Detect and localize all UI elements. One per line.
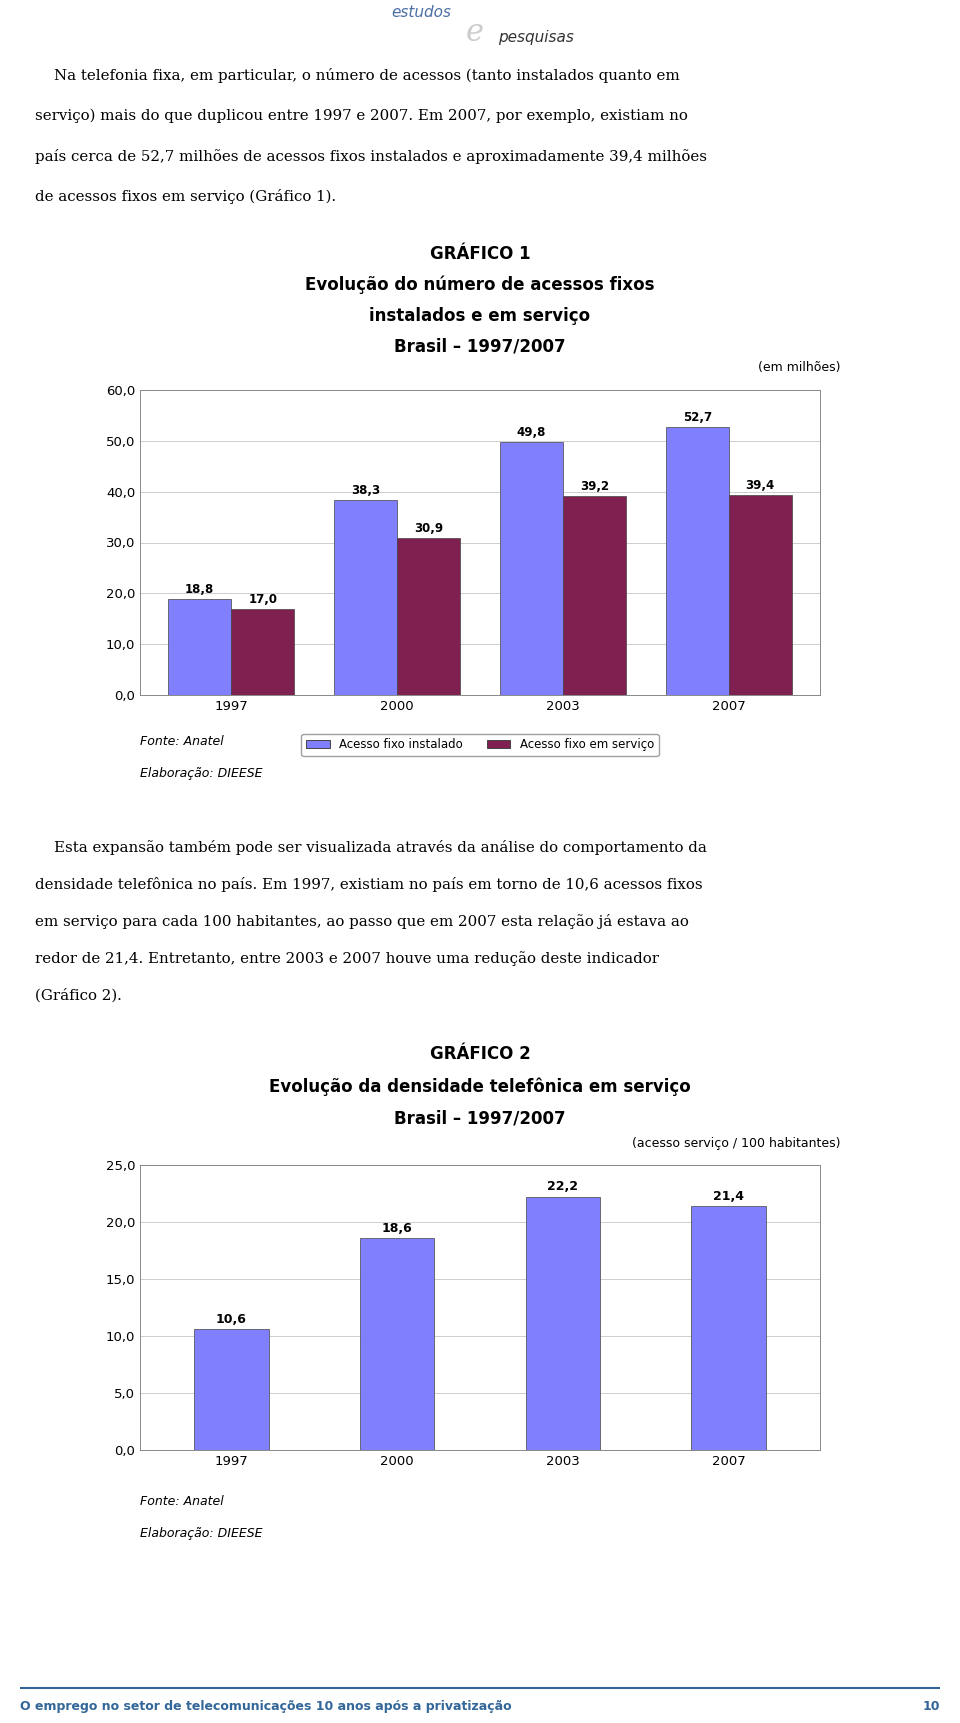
Bar: [231, 608, 295, 694]
Text: Na telefonia fixa, em particular, o número de acessos (tanto instalados quanto e: Na telefonia fixa, em particular, o núme…: [35, 67, 680, 83]
Text: de acessos fixos em serviço (Gráfico 1).: de acessos fixos em serviço (Gráfico 1).: [35, 190, 336, 205]
Text: densidade telefônica no país. Em 1997, existiam no país em torno de 10,6 acessos: densidade telefônica no país. Em 1997, e…: [35, 877, 703, 893]
Bar: [360, 1237, 434, 1451]
Text: GRÁFICO 1: GRÁFICO 1: [430, 245, 530, 264]
Text: 21,4: 21,4: [713, 1189, 744, 1203]
Text: e: e: [466, 17, 484, 48]
Bar: [526, 1197, 600, 1451]
Text: (em milhões): (em milhões): [757, 360, 840, 374]
Bar: [691, 1206, 766, 1451]
Text: Evolução da densidade telefônica em serviço: Evolução da densidade telefônica em serv…: [269, 1077, 691, 1096]
Text: 39,2: 39,2: [580, 479, 609, 493]
Bar: [194, 1328, 269, 1451]
Text: Brasil – 1997/2007: Brasil – 1997/2007: [395, 1110, 565, 1127]
Text: serviço) mais do que duplicou entre 1997 e 2007. Em 2007, por exemplo, existiam : serviço) mais do que duplicou entre 1997…: [35, 109, 688, 122]
Text: GRÁFICO 2: GRÁFICO 2: [430, 1046, 530, 1063]
Bar: [665, 427, 729, 694]
Bar: [500, 441, 563, 694]
Text: 10,6: 10,6: [216, 1313, 247, 1325]
Text: em serviço para cada 100 habitantes, ao passo que em 2007 esta relação já estava: em serviço para cada 100 habitantes, ao …: [35, 913, 689, 929]
Text: país cerca de 52,7 milhões de acessos fixos instalados e aproximadamente 39,4 mi: país cerca de 52,7 milhões de acessos fi…: [35, 148, 707, 164]
Text: (Gráfico 2).: (Gráfico 2).: [35, 987, 122, 1003]
Bar: [729, 495, 792, 694]
Text: Brasil – 1997/2007: Brasil – 1997/2007: [395, 338, 565, 355]
Bar: [168, 600, 231, 694]
Text: 17,0: 17,0: [249, 593, 277, 605]
Text: Elaboração: DIEESE: Elaboração: DIEESE: [140, 1528, 262, 1540]
Text: 30,9: 30,9: [414, 522, 444, 534]
Legend: Acesso fixo instalado, Acesso fixo em serviço: Acesso fixo instalado, Acesso fixo em se…: [301, 734, 659, 756]
Text: 10: 10: [923, 1699, 940, 1713]
Text: Evolução do número de acessos fixos: Evolução do número de acessos fixos: [305, 276, 655, 295]
Bar: [397, 538, 460, 694]
Text: Esta expansão também pode ser visualizada através da análise do comportamento da: Esta expansão também pode ser visualizad…: [35, 841, 707, 855]
Text: pesquisas: pesquisas: [498, 31, 574, 45]
Text: Elaboração: DIEESE: Elaboração: DIEESE: [140, 767, 262, 781]
Text: 39,4: 39,4: [746, 479, 775, 491]
Text: 49,8: 49,8: [516, 426, 546, 439]
Text: 22,2: 22,2: [547, 1180, 579, 1194]
Text: Fonte: Anatel: Fonte: Anatel: [140, 736, 224, 748]
Text: O emprego no setor de telecomunicações 10 anos após a privatização: O emprego no setor de telecomunicações 1…: [20, 1699, 512, 1713]
Text: estudos: estudos: [392, 5, 451, 21]
Bar: [563, 496, 626, 694]
Text: redor de 21,4. Entretanto, entre 2003 e 2007 houve uma redução deste indicador: redor de 21,4. Entretanto, entre 2003 e …: [35, 951, 659, 967]
Bar: [334, 500, 397, 694]
Text: Fonte: Anatel: Fonte: Anatel: [140, 1496, 224, 1508]
Text: 18,8: 18,8: [185, 584, 214, 596]
Text: 38,3: 38,3: [351, 484, 380, 498]
Text: instalados e em serviço: instalados e em serviço: [370, 307, 590, 324]
Text: 18,6: 18,6: [382, 1222, 413, 1235]
Text: (acesso serviço / 100 habitantes): (acesso serviço / 100 habitantes): [632, 1137, 840, 1151]
Text: 52,7: 52,7: [683, 412, 711, 424]
